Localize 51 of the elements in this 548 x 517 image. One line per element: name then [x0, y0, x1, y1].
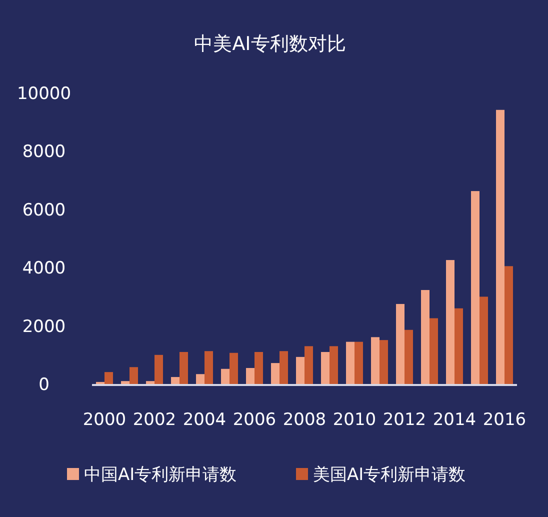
- bar: [496, 110, 504, 384]
- bar: [196, 374, 204, 384]
- bar: [280, 351, 288, 384]
- legend-label: 美国AI专利新申请数: [313, 465, 466, 485]
- bar: [230, 352, 238, 384]
- bar: [421, 290, 430, 384]
- bar: [180, 352, 188, 384]
- bar: [404, 330, 413, 384]
- bar: [480, 296, 488, 384]
- y-tick-label: 10000: [16, 84, 72, 104]
- bar: [246, 368, 254, 384]
- bar: [430, 318, 438, 384]
- bar: [221, 368, 230, 384]
- bar: [380, 340, 388, 384]
- chart-title: 中美AI专利数对比: [194, 33, 346, 55]
- x-tick-label: 2016: [482, 410, 526, 430]
- bar: [296, 356, 304, 384]
- bar: [254, 352, 263, 384]
- x-tick-label: 2000: [82, 410, 126, 430]
- bar: [121, 381, 130, 384]
- bar: [321, 352, 330, 384]
- bar: [171, 377, 180, 384]
- bar: [130, 367, 138, 384]
- x-tick-label: 2014: [432, 410, 476, 430]
- bar: [146, 381, 154, 384]
- bar: [304, 346, 313, 384]
- bar: [396, 304, 404, 384]
- x-tick-label: 2010: [332, 410, 376, 430]
- y-tick-label: 6000: [22, 200, 66, 220]
- y-tick-label: 2000: [22, 316, 66, 337]
- y-tick-label: 0: [38, 375, 50, 395]
- x-tick-label: 2008: [282, 410, 326, 430]
- bar: [371, 337, 380, 384]
- x-tick-label: 2002: [132, 410, 176, 430]
- x-tick-label: 2004: [182, 410, 226, 430]
- bar: [446, 260, 454, 384]
- x-tick-label: 2006: [232, 410, 276, 430]
- bar: [204, 351, 213, 384]
- bar: [330, 346, 338, 384]
- bar: [354, 342, 363, 384]
- bar: [154, 354, 163, 384]
- y-tick-label: 8000: [22, 142, 66, 162]
- bar: [271, 363, 280, 384]
- bar: [346, 342, 354, 384]
- x-tick-label: 2012: [382, 410, 426, 430]
- legend-label: 中国AI专利新申请数: [84, 465, 237, 485]
- bar: [471, 191, 480, 384]
- bar: [104, 372, 113, 384]
- y-tick-label: 4000: [22, 258, 66, 279]
- bar: [454, 308, 463, 384]
- bar: [504, 266, 513, 384]
